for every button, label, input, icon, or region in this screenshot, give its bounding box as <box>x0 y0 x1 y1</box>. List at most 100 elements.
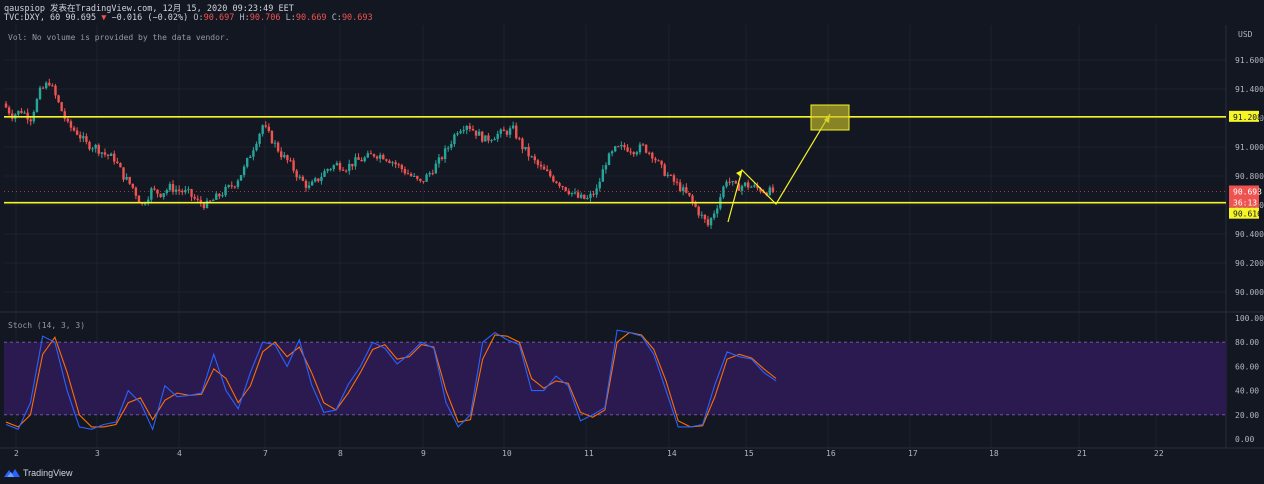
candle-body <box>654 158 657 161</box>
candle-body <box>202 203 206 208</box>
time-tick: 8 <box>338 449 343 458</box>
candle-body <box>567 190 571 195</box>
axes: USD91.60091.40091.20091.00090.80090.6009… <box>14 30 1264 458</box>
candle-body <box>295 170 298 178</box>
candle-body <box>122 167 125 180</box>
candle-body <box>270 131 274 144</box>
candle-body <box>694 201 697 207</box>
candle-body <box>242 166 246 176</box>
last-price-tag-bg <box>1229 185 1259 197</box>
footer-brand[interactable]: TradingView <box>4 468 73 478</box>
candle-body <box>604 165 608 170</box>
candle-body <box>66 118 70 122</box>
stoch-title[interactable]: Stoch (14, 3, 3) <box>8 321 86 330</box>
time-tick: 14 <box>667 449 677 458</box>
candle-body <box>617 146 620 148</box>
candle-body <box>354 157 357 167</box>
candle-body <box>552 176 555 182</box>
candle-body <box>4 103 8 108</box>
high-label: H: <box>239 13 250 23</box>
candle-body <box>388 160 391 163</box>
candle-body <box>131 183 134 188</box>
candle-body <box>700 214 703 216</box>
price-tick: 90.000 <box>1235 288 1264 297</box>
candle-body <box>199 199 203 204</box>
symbol-label[interactable]: TVC:DXY, 60 <box>4 13 61 23</box>
candle-body <box>583 194 586 199</box>
candle-body <box>589 193 592 199</box>
candle-body <box>20 110 23 114</box>
candle-body <box>187 189 190 191</box>
price-candles <box>4 78 775 229</box>
candle-body <box>23 112 26 114</box>
candle-body <box>283 155 286 158</box>
time-tick: 3 <box>95 449 100 458</box>
candle-body <box>239 175 243 181</box>
stoch-tick: 40.00 <box>1235 387 1259 396</box>
time-tick: 15 <box>744 449 754 458</box>
stoch-d-line <box>5 331 777 428</box>
candle-body <box>746 182 750 188</box>
candle-body <box>682 187 685 192</box>
candle-body <box>629 151 632 153</box>
candle-body <box>447 147 450 149</box>
candle-body <box>307 185 311 188</box>
candle-body <box>425 174 428 182</box>
candle-body <box>51 85 54 87</box>
low-value: 90.669 <box>295 13 327 23</box>
candle-body <box>579 194 583 198</box>
candle-body <box>440 157 444 160</box>
candle-body <box>403 169 407 174</box>
candle-body <box>521 138 524 150</box>
candle-body <box>348 163 351 171</box>
candle-body <box>623 144 626 148</box>
candle-body <box>211 199 215 202</box>
candle-body <box>437 157 441 164</box>
time-tick: 16 <box>826 449 836 458</box>
candle-body <box>137 195 141 203</box>
stoch-tick: 20.00 <box>1235 411 1259 420</box>
candle-body <box>323 171 326 177</box>
candle-body <box>255 143 258 151</box>
candle-body <box>737 183 741 191</box>
candle-body <box>515 125 518 139</box>
candle-body <box>246 158 249 167</box>
open-label: O: <box>193 13 204 23</box>
candle-body <box>326 169 329 172</box>
candle-body <box>493 138 496 141</box>
close-label: C: <box>331 13 342 23</box>
price-tick: 91.000 <box>1235 143 1264 152</box>
projection-drawings[interactable] <box>727 104 850 223</box>
candle-body <box>72 127 76 131</box>
candle-body <box>35 99 39 113</box>
candle-body <box>406 173 410 175</box>
horizontal-levels[interactable] <box>4 116 1226 204</box>
price-tick: 91.400 <box>1235 85 1264 94</box>
candle-body <box>505 131 509 135</box>
candle-body <box>508 128 512 135</box>
candle-body <box>672 175 676 182</box>
candle-body <box>722 186 725 198</box>
candle-body <box>103 152 107 155</box>
candle-body <box>536 160 540 165</box>
candle-body <box>669 174 673 176</box>
stoch-k-line <box>5 329 777 431</box>
time-tick: 7 <box>263 449 268 458</box>
candle-body <box>539 164 543 167</box>
candle-body <box>576 192 580 198</box>
candle-body <box>391 162 394 164</box>
candle-body <box>518 138 521 140</box>
target-box[interactable] <box>810 104 850 131</box>
candle-body <box>641 144 645 146</box>
projection-path[interactable] <box>727 113 831 223</box>
currency-label[interactable]: USD <box>1238 30 1253 39</box>
candle-body <box>113 153 116 162</box>
candle-body <box>41 87 45 89</box>
candle-body <box>125 176 128 180</box>
candle-body <box>7 107 11 114</box>
candle-body <box>338 162 342 170</box>
candle-body <box>150 188 153 200</box>
candle-body <box>85 136 88 142</box>
brand-label: TradingView <box>23 468 73 478</box>
